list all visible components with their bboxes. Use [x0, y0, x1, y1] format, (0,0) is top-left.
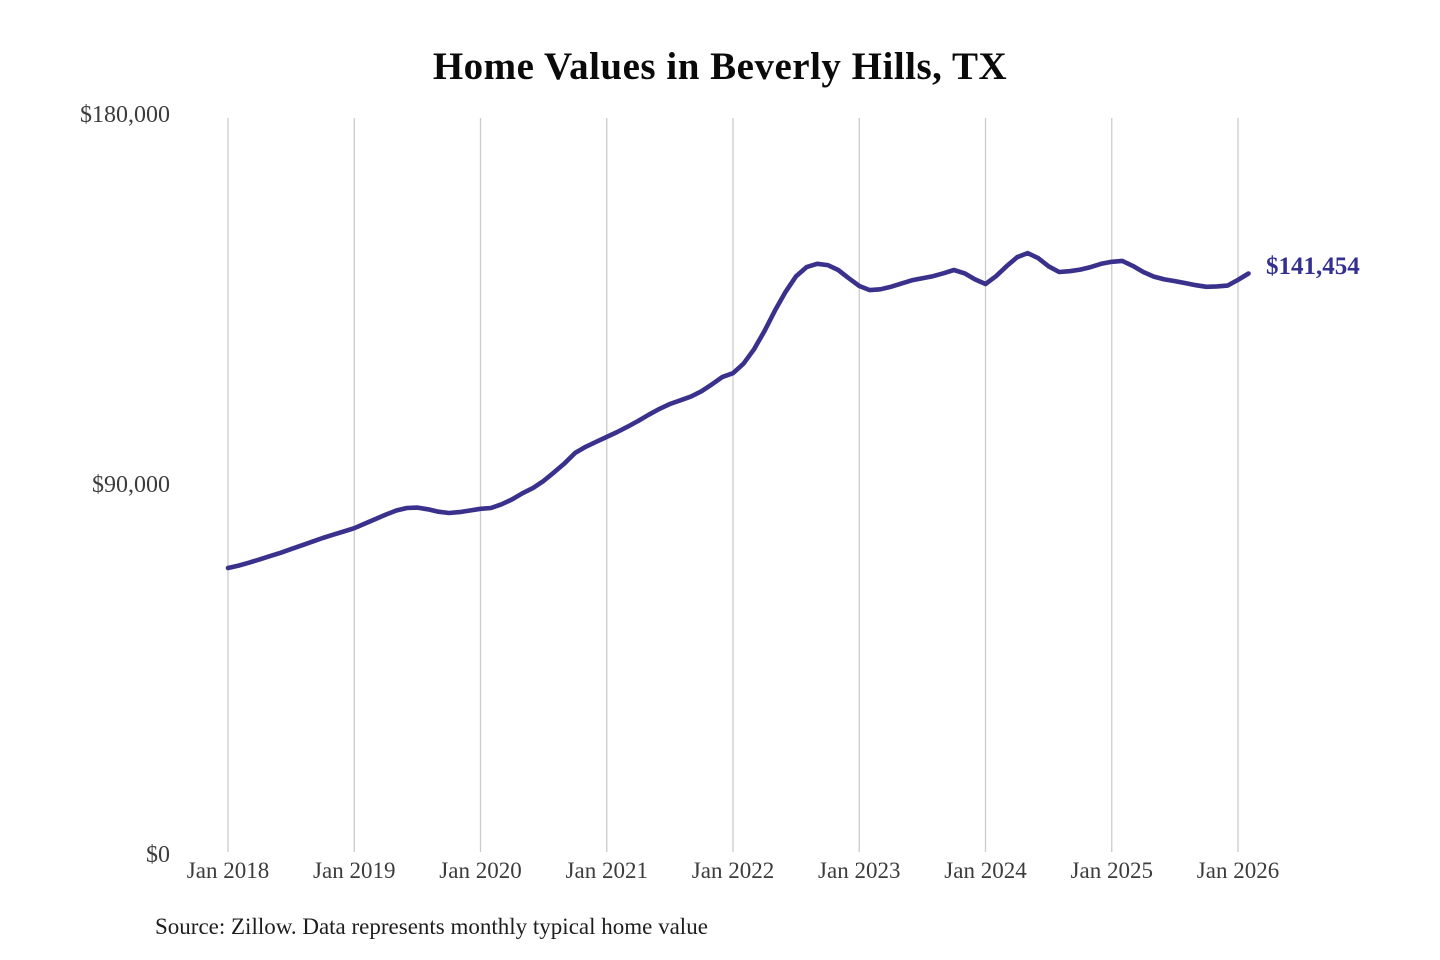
- y-axis-tick-90000: $90,000: [92, 472, 170, 498]
- latest-value-label: $141,454: [1266, 253, 1360, 280]
- y-axis-tick-180000: $180,000: [80, 102, 170, 128]
- gridlines: [227, 118, 1239, 852]
- source-note: Source: Zillow. Data represents monthly …: [155, 914, 708, 939]
- x-axis-tick: Jan 2023: [818, 858, 901, 883]
- y-axis-tick-0: $0: [146, 842, 170, 868]
- x-axis-tick: Jan 2026: [1196, 858, 1280, 883]
- chart-title: Home Values in Beverly Hills, TX: [432, 45, 1008, 88]
- x-axis-tick: Jan 2019: [313, 858, 396, 883]
- x-axis-tick: Jan 2022: [691, 858, 775, 883]
- x-axis-tick: Jan 2025: [1070, 858, 1153, 883]
- x-axis-tick: Jan 2018: [186, 858, 270, 883]
- x-axis-tick: Jan 2021: [565, 858, 648, 883]
- x-axis-tick: Jan 2020: [439, 858, 522, 883]
- home-value-line: [225, 250, 1251, 571]
- x-axis-tick: Jan 2024: [944, 858, 1027, 883]
